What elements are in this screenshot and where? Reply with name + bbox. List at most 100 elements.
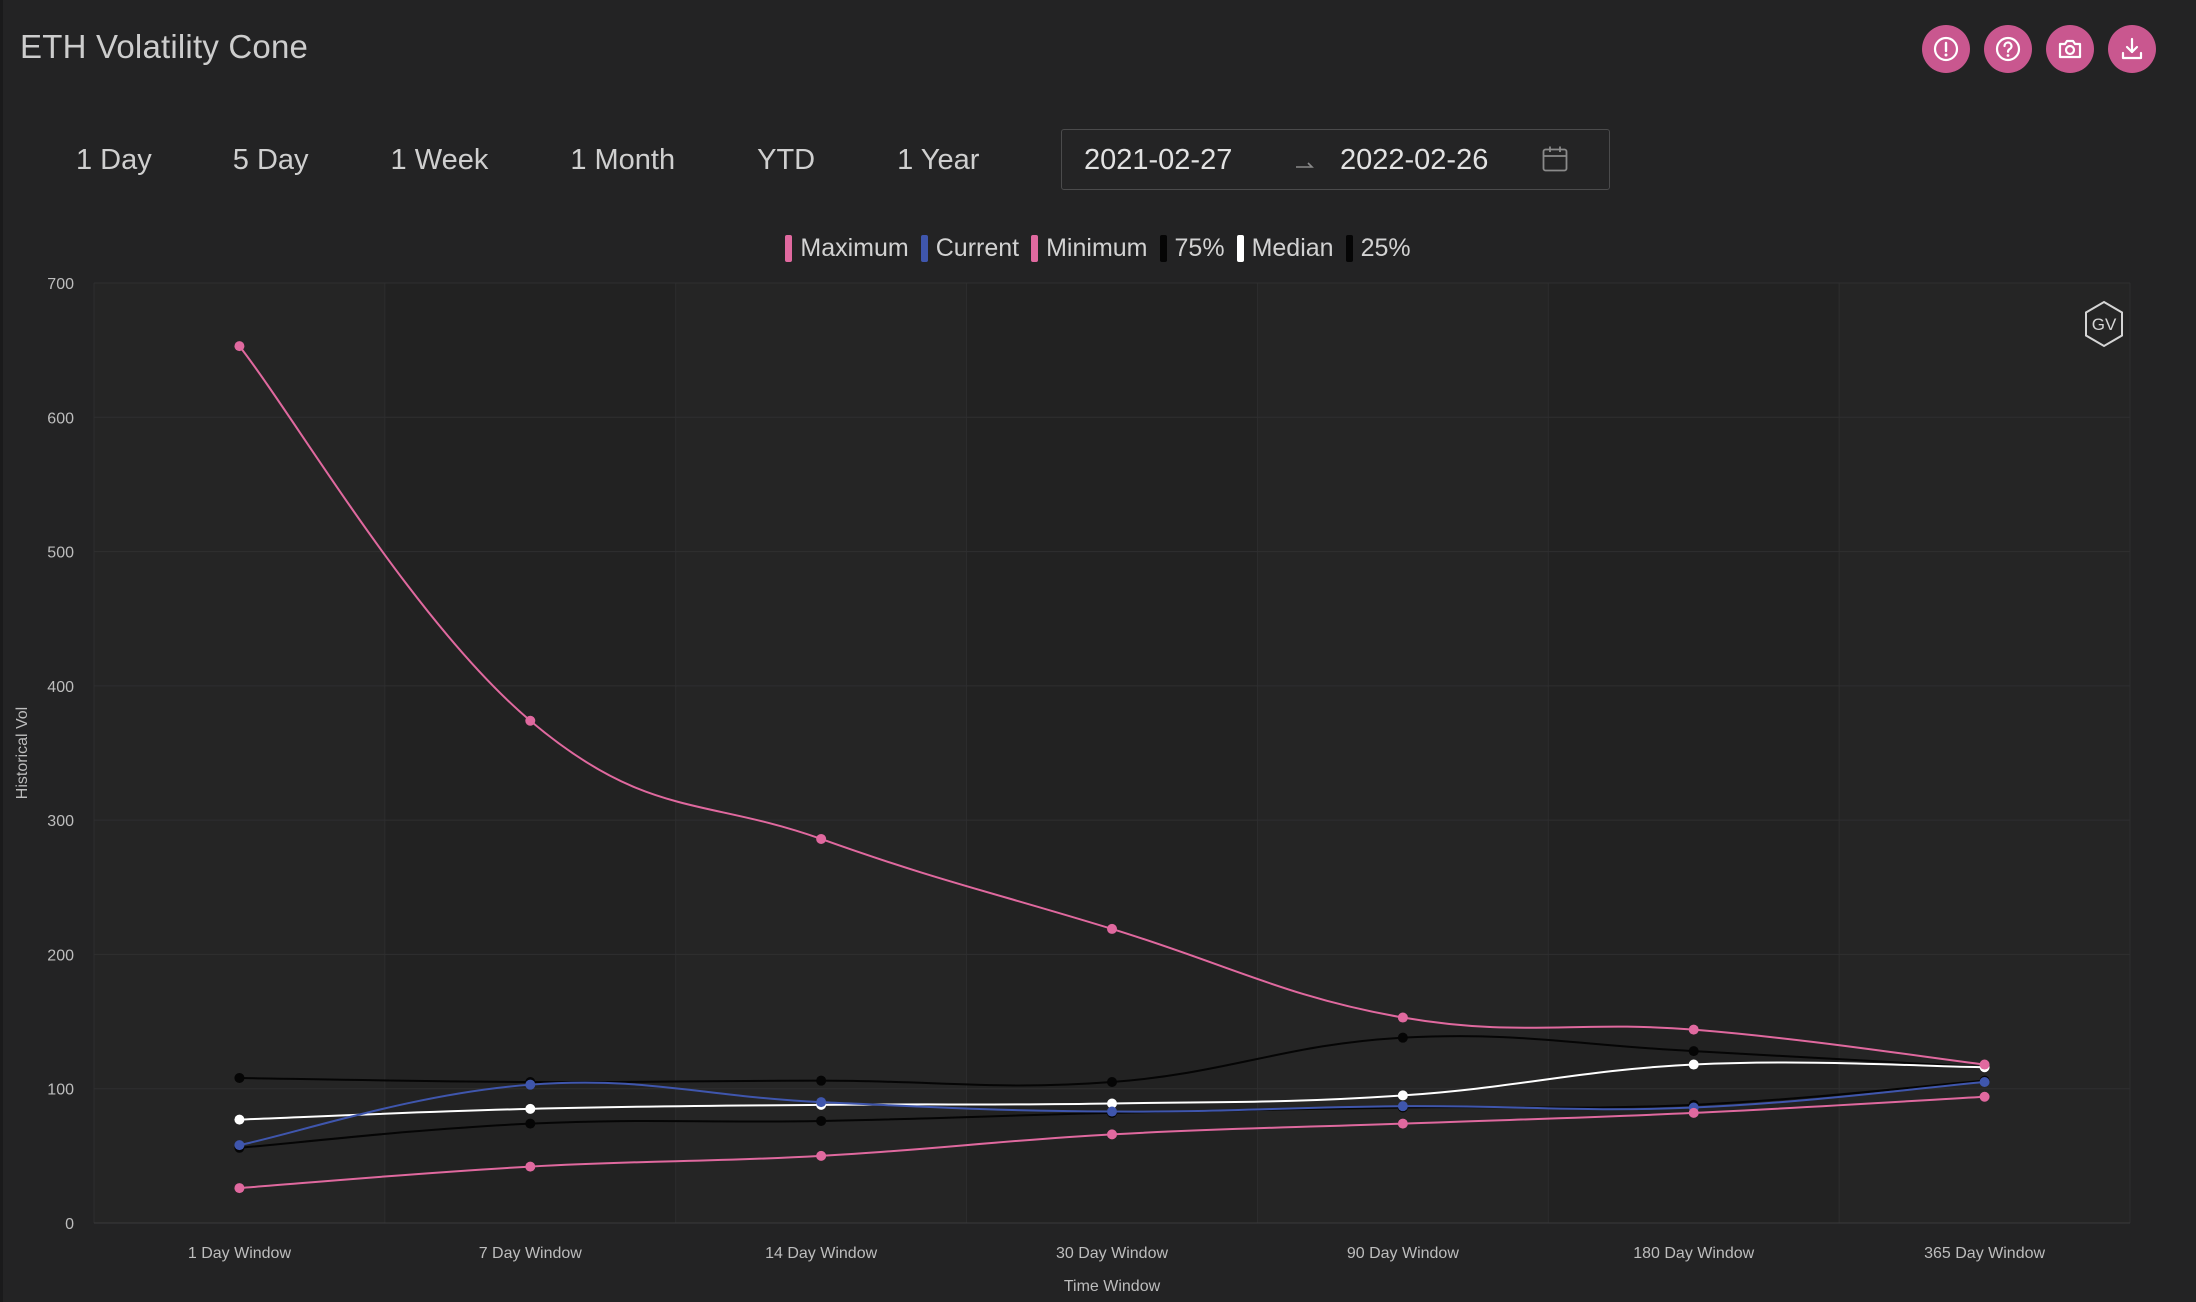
range-1-week[interactable]: 1 Week [390,144,489,176]
y-tick-label: 0 [65,1216,74,1233]
camera-icon [2058,39,2082,59]
gv-logo-text: GV [2092,315,2117,334]
data-point-current [525,1079,536,1090]
y-tick-label: 300 [47,813,74,830]
data-point-maximum [816,833,827,844]
x-tick-label: 7 Day Window [479,1245,583,1262]
range-ytd[interactable]: YTD [757,144,816,176]
data-point-current [1979,1077,1990,1087]
range-selector: 1 Day 5 Day 1 Week 1 Month YTD 1 Year [40,140,979,181]
data-point-75 [1688,1046,1699,1057]
data-point-75 [816,1075,827,1086]
x-tick-label: 1 Day Window [188,1245,292,1262]
y-tick-label: 100 [47,1082,74,1099]
legend-label-25: 25% [1360,234,1411,262]
range-1-day[interactable]: 1 Day [76,144,152,176]
calendar-icon[interactable] [1540,144,1570,174]
help-button[interactable] [1984,25,2032,73]
legend-item-75[interactable]: 75% [1159,234,1225,263]
legend-label-median: Median [1251,234,1334,262]
info-button[interactable] [1922,25,1970,73]
download-button[interactable] [2108,25,2156,73]
gv-logo-icon: GV [2085,300,2123,348]
legend-swatch-25 [1345,235,1353,262]
data-point-maximum [525,715,536,726]
range-1-year[interactable]: 1 Year [897,144,980,176]
download-icon [2121,37,2143,60]
data-point-current [1397,1101,1408,1112]
chart-band [1257,283,1549,1223]
legend-label-75: 75% [1174,234,1225,262]
data-point-maximum [1107,923,1117,934]
y-tick-label: 400 [47,679,74,696]
end-date-input[interactable]: 2022-02-26 [1340,144,1489,176]
data-point-median [1397,1090,1408,1101]
chart-band [94,283,385,1223]
legend-swatch-current [920,235,928,262]
data-point-current [1107,1106,1117,1117]
start-date-input[interactable]: 2021-02-27 [1084,144,1233,176]
data-point-minimum [525,1161,536,1172]
chart-band [966,283,1258,1223]
x-tick-label: 180 Day Window [1633,1245,1754,1262]
data-point-median [1107,1098,1117,1109]
chart-band [1548,283,1840,1223]
legend-label-maximum: Maximum [800,234,909,262]
data-point-median [525,1103,536,1114]
question-circle-icon [1995,36,2021,62]
data-point-minimum [1397,1118,1408,1129]
data-point-75 [1107,1077,1117,1087]
data-point-75 [234,1072,245,1083]
data-point-minimum [1979,1091,1990,1102]
x-tick-label: 30 Day Window [1056,1245,1168,1262]
legend-swatch-maximum [785,235,793,262]
x-tick-label: 90 Day Window [1347,1245,1459,1262]
data-point-75 [1397,1032,1408,1043]
range-5-day[interactable]: 5 Day [232,144,309,176]
data-point-25 [525,1118,536,1129]
legend-swatch-median [1236,235,1244,262]
data-point-minimum [816,1150,827,1161]
header-actions [1922,25,2156,73]
y-tick-label: 700 [47,276,74,293]
legend-label-current: Current [935,234,1020,262]
data-point-median [1688,1059,1699,1070]
page-border [0,0,3,1302]
legend-item-25[interactable]: 25% [1345,234,1411,263]
y-axis-title: Historical Vol [14,707,31,799]
data-point-maximum [234,341,245,352]
date-range-picker[interactable]: 2021-02-27 2022-02-26 [1061,129,1610,190]
y-tick-label: 600 [47,410,74,427]
legend-label-minimum: Minimum [1046,234,1148,262]
y-tick-label: 200 [47,947,74,964]
data-point-minimum [234,1183,245,1194]
data-point-maximum [1397,1012,1408,1023]
data-point-25 [816,1115,827,1126]
legend-swatch-75 [1159,235,1167,262]
data-point-median [234,1114,245,1125]
data-point-maximum [1688,1024,1699,1035]
data-point-minimum [1688,1107,1699,1118]
range-1-month[interactable]: 1 Month [570,144,676,176]
legend-item-minimum[interactable]: Minimum [1031,234,1148,263]
chart-legend: Maximum Current Minimum 75% Median 25% [0,234,2196,263]
page-title: ETH Volatility Cone [20,28,309,65]
x-axis-title: Time Window [1064,1278,1161,1295]
legend-swatch-minimum [1031,235,1039,262]
x-tick-label: 14 Day Window [765,1245,877,1262]
legend-item-median[interactable]: Median [1236,234,1334,263]
chart-band [675,283,967,1223]
data-point-maximum [1979,1059,1990,1070]
data-point-current [816,1097,827,1108]
legend-item-current[interactable]: Current [920,234,1020,263]
data-point-minimum [1107,1129,1117,1140]
exclamation-circle-icon [1933,36,1959,62]
chart-band [384,283,676,1223]
arrow-right-icon [1296,162,1314,168]
legend-item-maximum[interactable]: Maximum [785,234,909,263]
data-point-current [234,1140,245,1151]
y-tick-label: 500 [47,545,74,562]
screenshot-button[interactable] [2046,25,2094,73]
x-tick-label: 365 Day Window [1924,1245,2045,1262]
